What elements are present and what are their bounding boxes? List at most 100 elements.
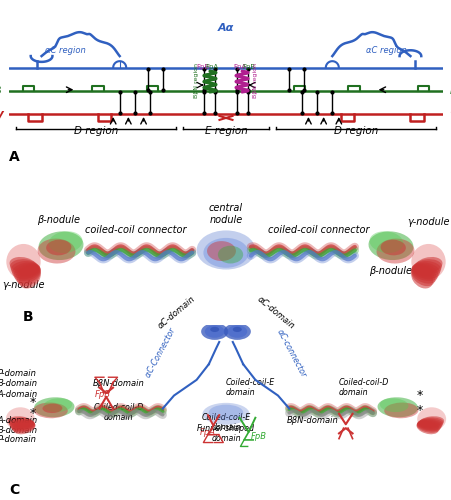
Ellipse shape bbox=[210, 327, 219, 332]
Ellipse shape bbox=[48, 232, 83, 253]
Ellipse shape bbox=[414, 257, 442, 274]
Ellipse shape bbox=[418, 416, 443, 427]
Ellipse shape bbox=[411, 262, 439, 279]
Text: Coiled-coil-E
domain: Coiled-coil-E domain bbox=[201, 412, 250, 432]
Ellipse shape bbox=[204, 326, 224, 338]
Text: αC region: αC region bbox=[365, 46, 406, 55]
Text: BβN-domain: BβN-domain bbox=[92, 378, 144, 388]
Ellipse shape bbox=[9, 257, 37, 274]
Ellipse shape bbox=[416, 421, 439, 433]
Ellipse shape bbox=[8, 416, 33, 427]
Ellipse shape bbox=[376, 238, 414, 264]
Text: Coiled-coil-D
domain: Coiled-coil-D domain bbox=[338, 378, 388, 397]
Text: P-domain: P-domain bbox=[0, 369, 37, 378]
Text: αC-connector: αC-connector bbox=[274, 328, 308, 379]
Ellipse shape bbox=[201, 323, 228, 340]
Text: *: * bbox=[415, 404, 422, 417]
Ellipse shape bbox=[196, 230, 255, 270]
Text: αC-domain: αC-domain bbox=[255, 294, 295, 331]
Text: P-domain: P-domain bbox=[0, 435, 37, 444]
Text: γ-nodule: γ-nodule bbox=[406, 217, 449, 227]
Text: αC-C​onnector: αC-C​onnector bbox=[143, 327, 177, 379]
Ellipse shape bbox=[11, 261, 40, 276]
Ellipse shape bbox=[383, 402, 418, 418]
Ellipse shape bbox=[207, 241, 235, 261]
Text: β-nodule: β-nodule bbox=[37, 214, 80, 224]
Ellipse shape bbox=[202, 403, 249, 425]
Text: B: B bbox=[23, 310, 33, 324]
Ellipse shape bbox=[417, 418, 442, 429]
Ellipse shape bbox=[203, 238, 248, 268]
Text: FpB: FpB bbox=[196, 64, 209, 70]
Text: FpB: FpB bbox=[250, 432, 266, 440]
Text: A-domain: A-domain bbox=[0, 390, 38, 399]
Ellipse shape bbox=[12, 262, 40, 279]
Ellipse shape bbox=[223, 323, 250, 340]
Ellipse shape bbox=[34, 398, 74, 417]
Ellipse shape bbox=[208, 404, 243, 420]
Ellipse shape bbox=[12, 421, 35, 433]
Text: FpA: FpA bbox=[205, 64, 218, 70]
Ellipse shape bbox=[368, 232, 403, 253]
Ellipse shape bbox=[14, 264, 41, 281]
Ellipse shape bbox=[418, 418, 442, 428]
Ellipse shape bbox=[410, 266, 434, 286]
Ellipse shape bbox=[410, 264, 437, 281]
Ellipse shape bbox=[217, 246, 243, 264]
Ellipse shape bbox=[46, 240, 71, 256]
Ellipse shape bbox=[43, 398, 72, 412]
Ellipse shape bbox=[416, 408, 445, 431]
Ellipse shape bbox=[416, 422, 437, 434]
Text: A: A bbox=[9, 150, 20, 164]
Text: Aα: Aα bbox=[217, 23, 234, 33]
Text: coiled-coil connector: coiled-coil connector bbox=[85, 226, 186, 235]
Text: coiled-coil connector: coiled-coil connector bbox=[267, 226, 368, 235]
Ellipse shape bbox=[412, 259, 441, 275]
Text: γ: γ bbox=[0, 108, 3, 120]
Ellipse shape bbox=[11, 420, 35, 432]
Text: E region: E region bbox=[204, 126, 247, 136]
Text: γ-nodule: γ-nodule bbox=[2, 280, 45, 290]
Text: γ: γ bbox=[448, 108, 451, 120]
Text: D region: D region bbox=[333, 126, 377, 136]
Text: FpB: FpB bbox=[242, 64, 255, 70]
Ellipse shape bbox=[379, 398, 408, 412]
Ellipse shape bbox=[416, 420, 441, 430]
Ellipse shape bbox=[6, 244, 41, 280]
Ellipse shape bbox=[227, 326, 247, 338]
Text: central
nodule: central nodule bbox=[208, 203, 243, 224]
Text: A-domain: A-domain bbox=[0, 416, 38, 425]
Text: D region: D region bbox=[74, 126, 118, 136]
Text: FpB: FpB bbox=[95, 390, 110, 399]
Ellipse shape bbox=[377, 398, 417, 417]
Text: *: * bbox=[29, 396, 36, 409]
Text: *: * bbox=[415, 388, 422, 402]
Ellipse shape bbox=[14, 422, 35, 434]
Text: BβN region: BβN region bbox=[194, 63, 199, 98]
Ellipse shape bbox=[380, 240, 405, 256]
Text: C: C bbox=[9, 482, 19, 496]
Ellipse shape bbox=[410, 267, 432, 288]
Ellipse shape bbox=[38, 232, 83, 260]
Text: Bβ: Bβ bbox=[448, 86, 451, 96]
Text: αC region: αC region bbox=[45, 46, 86, 55]
Ellipse shape bbox=[19, 267, 41, 288]
Ellipse shape bbox=[33, 402, 68, 418]
Ellipse shape bbox=[9, 418, 34, 429]
Ellipse shape bbox=[410, 264, 436, 283]
Text: Coiled-coil-E
domain: Coiled-coil-E domain bbox=[226, 378, 275, 397]
Ellipse shape bbox=[232, 327, 241, 332]
Text: Funnel-shaped
domain: Funnel-shaped domain bbox=[197, 424, 254, 443]
Ellipse shape bbox=[411, 261, 440, 276]
Text: β-nodule: β-nodule bbox=[368, 266, 412, 276]
Text: BβN-domain: BβN-domain bbox=[286, 416, 337, 425]
Ellipse shape bbox=[416, 420, 440, 432]
Ellipse shape bbox=[9, 418, 33, 428]
Ellipse shape bbox=[6, 408, 35, 431]
Text: αC-domain: αC-domain bbox=[156, 294, 196, 331]
Text: B-domain: B-domain bbox=[0, 380, 37, 388]
Ellipse shape bbox=[368, 232, 413, 260]
Ellipse shape bbox=[15, 264, 41, 283]
Ellipse shape bbox=[10, 259, 39, 275]
Text: Bβ: Bβ bbox=[0, 86, 3, 96]
